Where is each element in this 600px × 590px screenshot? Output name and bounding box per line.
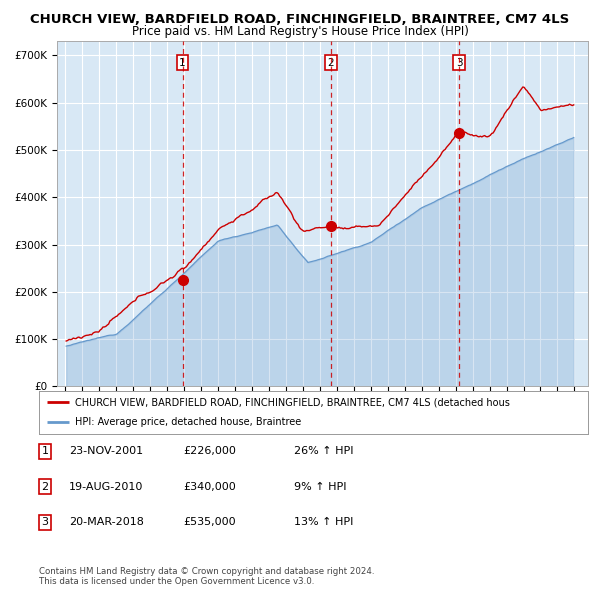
Text: 23-NOV-2001: 23-NOV-2001 (69, 447, 143, 456)
Text: 3: 3 (41, 517, 49, 527)
Text: 9% ↑ HPI: 9% ↑ HPI (294, 482, 347, 491)
Text: 13% ↑ HPI: 13% ↑ HPI (294, 517, 353, 527)
Text: 3: 3 (456, 58, 463, 68)
Text: £226,000: £226,000 (183, 447, 236, 456)
Text: Contains HM Land Registry data © Crown copyright and database right 2024.: Contains HM Land Registry data © Crown c… (39, 567, 374, 576)
Text: 1: 1 (179, 58, 186, 68)
Text: HPI: Average price, detached house, Braintree: HPI: Average price, detached house, Brai… (74, 417, 301, 427)
Text: 26% ↑ HPI: 26% ↑ HPI (294, 447, 353, 456)
Text: Price paid vs. HM Land Registry's House Price Index (HPI): Price paid vs. HM Land Registry's House … (131, 25, 469, 38)
Text: This data is licensed under the Open Government Licence v3.0.: This data is licensed under the Open Gov… (39, 578, 314, 586)
Text: 20-MAR-2018: 20-MAR-2018 (69, 517, 144, 527)
Text: £535,000: £535,000 (183, 517, 236, 527)
Text: £340,000: £340,000 (183, 482, 236, 491)
Text: CHURCH VIEW, BARDFIELD ROAD, FINCHINGFIELD, BRAINTREE, CM7 4LS: CHURCH VIEW, BARDFIELD ROAD, FINCHINGFIE… (31, 13, 569, 26)
Text: 2: 2 (41, 482, 49, 491)
Text: CHURCH VIEW, BARDFIELD ROAD, FINCHINGFIELD, BRAINTREE, CM7 4LS (detached hous: CHURCH VIEW, BARDFIELD ROAD, FINCHINGFIE… (74, 397, 509, 407)
Text: 2: 2 (328, 58, 334, 68)
Text: 19-AUG-2010: 19-AUG-2010 (69, 482, 143, 491)
Text: 1: 1 (41, 447, 49, 456)
